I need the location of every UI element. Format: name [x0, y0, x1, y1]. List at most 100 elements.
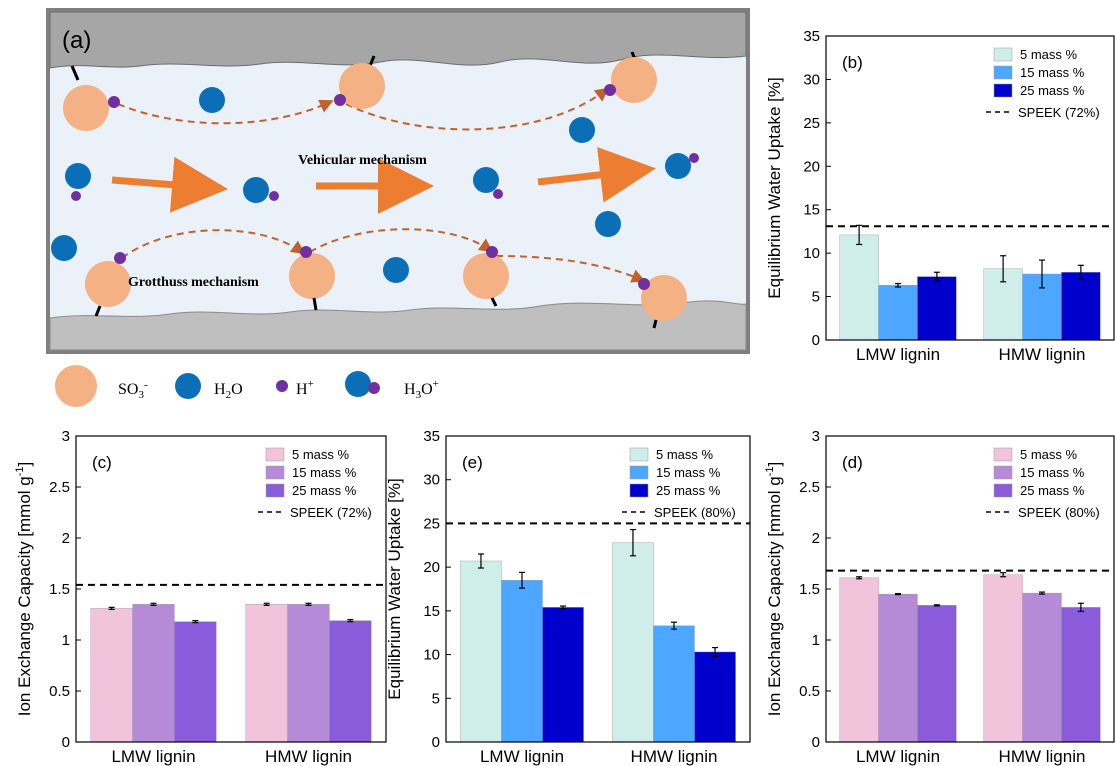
y-tick-label: 35 [803, 28, 820, 45]
legend-label: 25 mass % [1020, 483, 1085, 498]
bar [983, 574, 1023, 743]
legend-label: 15 mass % [1020, 65, 1085, 80]
x-tick-label: LMW lignin [111, 747, 195, 766]
chart-e: LMW lignin HMW lignin 0 5 10 15 20 25 30 35 Equili… [385, 428, 751, 766]
legend-label: 15 mass % [656, 465, 721, 480]
legend-swatch [265, 447, 285, 462]
plot-frame [445, 435, 751, 743]
bar [1061, 272, 1101, 341]
y-tick-label: 1.5 [799, 581, 820, 598]
legend-label: 25 mass % [1020, 83, 1085, 98]
y-tick-label: 0 [812, 734, 820, 751]
legend-swatch [993, 465, 1013, 480]
y-tick-label: 0 [62, 734, 70, 751]
y-tick-label: 0.5 [799, 683, 820, 700]
bar [653, 625, 695, 743]
bar [90, 608, 133, 743]
y-tick-label: 25 [803, 115, 820, 132]
legend-swatch [265, 483, 285, 498]
bottom-membrane-wall [49, 300, 747, 351]
bar [132, 604, 175, 743]
grotthuss-arrow-5 [495, 255, 646, 283]
x-tick-label: LMW lignin [856, 747, 940, 766]
legend-reference-label: SPEEK (80%) [654, 505, 736, 520]
bar [1061, 607, 1101, 743]
y-tick-label: 3 [812, 428, 820, 445]
y-tick-label: 30 [423, 472, 440, 489]
legend-swatch [993, 483, 1013, 498]
panel-label: (c) [92, 453, 112, 472]
y-tick-label: 30 [803, 71, 820, 88]
so3-circle [641, 275, 687, 321]
y-tick-label: 20 [803, 158, 820, 175]
chart-panels: LMW lignin HMW lignin05101520253035Equili… [14, 28, 1115, 766]
legend-label: 25 mass % [292, 483, 357, 498]
y-tick-label: 2 [62, 530, 70, 547]
chart-b: LMW lignin HMW lignin 0 5 10 15 20 25 30 35 Equili… [765, 28, 1115, 364]
h2o-legend-label: H2O [214, 381, 243, 401]
proton-dots [108, 84, 650, 290]
y-tick-label: 15 [423, 603, 440, 620]
h3o-legend-icon [345, 371, 371, 397]
grotthuss-arrow-4 [309, 228, 494, 253]
bar [839, 577, 879, 743]
legend-swatch [993, 447, 1013, 462]
grotthuss-arrow-2 [345, 87, 610, 131]
legend-swatch [265, 465, 285, 480]
hydronium-ions [65, 153, 699, 203]
y-tick-label: 0.5 [49, 683, 70, 700]
so3-circle [611, 57, 657, 103]
sulfonate-groups [63, 51, 687, 329]
y-tick-label: 1 [812, 632, 820, 649]
legend-label: 5 mass % [292, 447, 350, 462]
plot-frame [825, 35, 1115, 341]
legend-swatch [629, 447, 649, 462]
panel-a-label: (a) [62, 27, 91, 54]
so3-circle [463, 253, 509, 299]
legend-swatch [993, 65, 1013, 80]
bar [878, 285, 918, 341]
y-tick-label: 3 [62, 428, 70, 445]
bar [501, 580, 543, 743]
grotthuss-arrow-1 [117, 99, 334, 125]
h2o-legend-icon [175, 373, 201, 399]
chart-d: LMW lignin HMW lignin 0 0.5 1 1.5 2 2.5 3 Ion Exc… [764, 428, 1115, 766]
so3-legend-label: SO3- [118, 379, 148, 401]
bar [542, 607, 584, 743]
bar [460, 560, 502, 743]
so3-circle [85, 261, 131, 307]
h3o-legend-label: H3O+ [404, 378, 439, 401]
legend-label: 5 mass % [1020, 47, 1078, 62]
bar [329, 620, 372, 743]
y-tick-label: 2 [812, 530, 820, 547]
y-tick-label: 10 [423, 647, 440, 664]
legend-swatch [629, 465, 649, 480]
so3-circle [339, 63, 385, 109]
bar [694, 651, 736, 743]
vehicular-arrow-3 [537, 146, 656, 203]
legend-label: 15 mass % [292, 465, 357, 480]
y-axis-label: Equilibrium Water Uptake [%] [385, 478, 404, 699]
y-tick-label: 5 [812, 289, 820, 306]
x-tick-label: HMW lignin [999, 345, 1086, 364]
so3-legend-icon [55, 365, 97, 407]
vehicular-arrow-1 [111, 156, 228, 213]
y-tick-label: 5 [432, 690, 440, 707]
bar [878, 593, 918, 743]
x-tick-label: LMW lignin [856, 345, 940, 364]
legend-swatch [993, 47, 1013, 62]
x-tick-label: LMW lignin [480, 747, 564, 766]
bar [1022, 592, 1062, 743]
h-legend-label: H+ [296, 378, 314, 398]
panel-label: (e) [462, 453, 483, 472]
y-tick-label: 2.5 [799, 479, 820, 496]
bar [287, 604, 330, 743]
bar [612, 542, 654, 743]
bar [174, 621, 217, 743]
bar [245, 604, 288, 743]
so3-circle [289, 253, 335, 299]
water-molecules [51, 87, 621, 283]
y-tick-label: 10 [803, 245, 820, 262]
grotthuss-mechanism-label: Grotthuss mechanism [128, 275, 259, 290]
